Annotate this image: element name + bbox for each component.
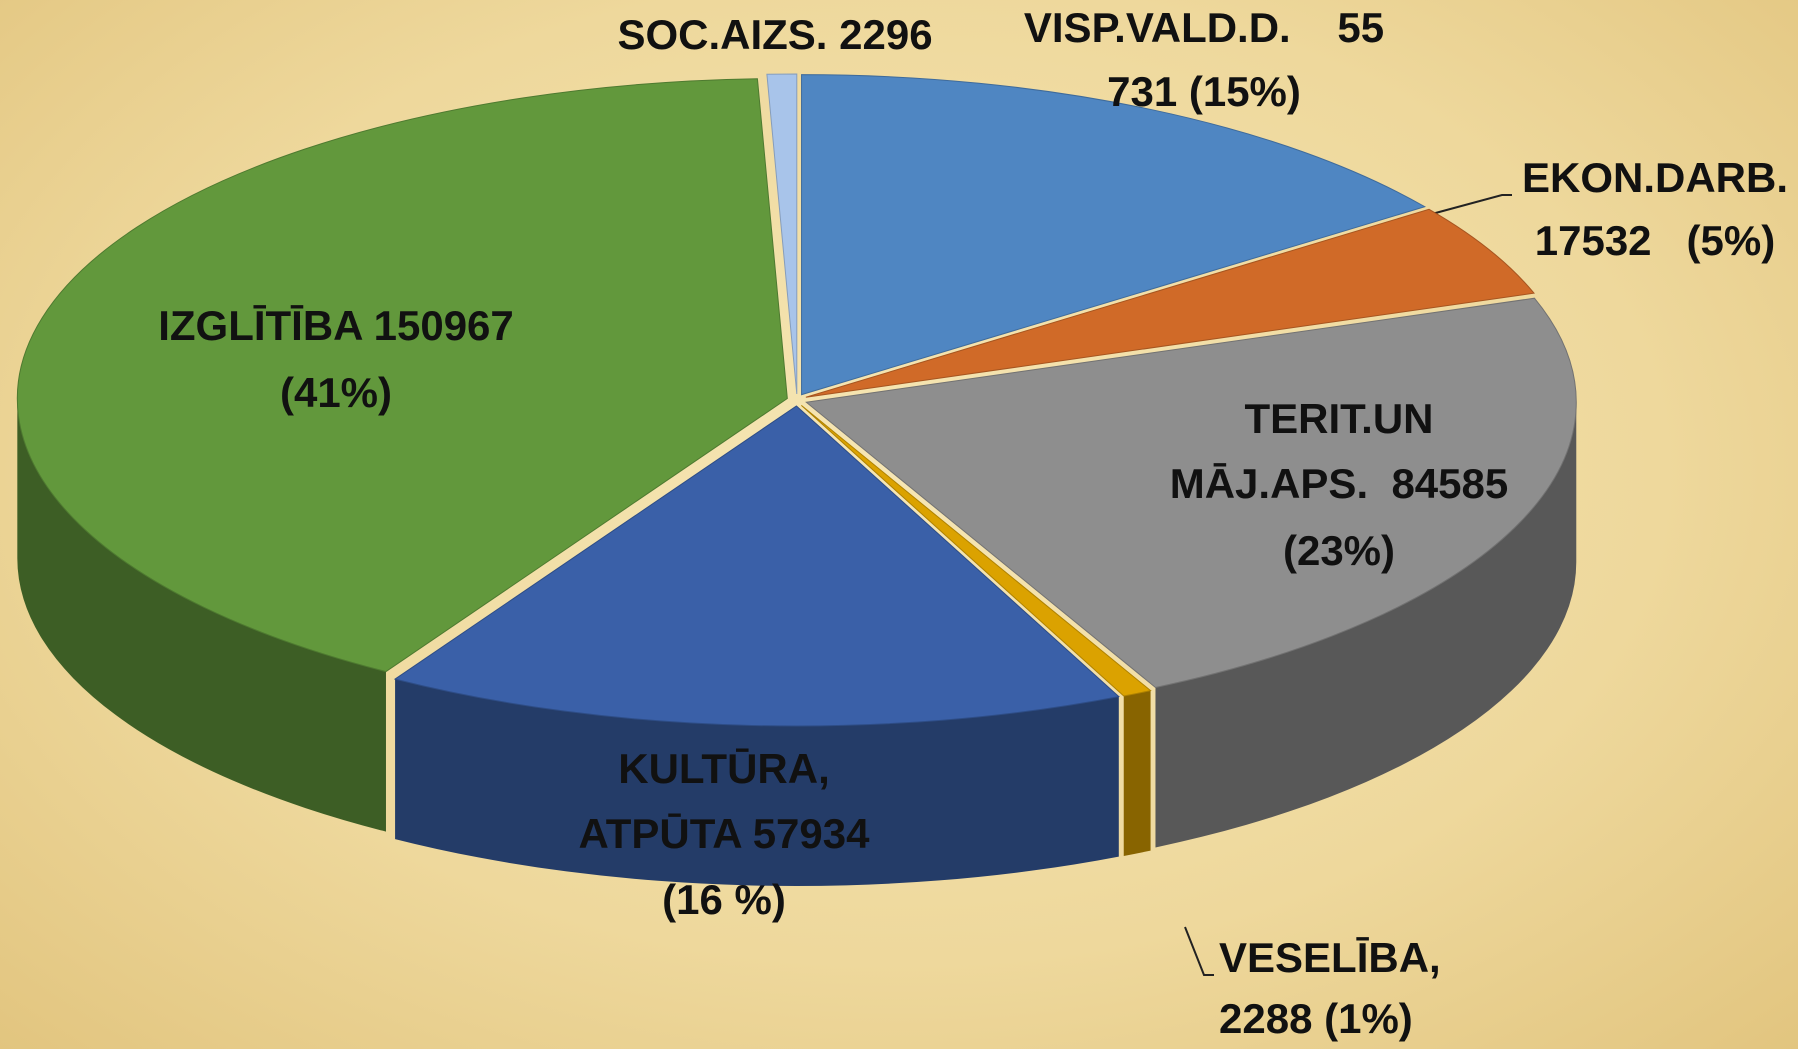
slice-side: [1123, 690, 1151, 857]
slice-label: 731 (15%): [1107, 68, 1301, 115]
slice: [16, 78, 788, 673]
slice: [393, 405, 1120, 727]
slice-side: [395, 679, 1119, 886]
slice-label: VISP.VALD.D. 55: [1024, 4, 1384, 51]
leader-line: [1184, 926, 1214, 976]
slice-label: KULTŪRA,: [618, 745, 830, 792]
slice-label: (16 %): [662, 876, 786, 923]
slice: [805, 208, 1535, 398]
slice-label: IZGLĪTĪBA 150967: [158, 302, 514, 349]
slice-label: SOC.AIZS. 2296: [617, 11, 932, 58]
slice-label: (23%): [1283, 527, 1395, 574]
slice-label: MĀJ.APS. 84585: [1170, 460, 1509, 507]
slice-label: 2288 (1%): [1219, 995, 1413, 1042]
slice-label: TERIT.UN: [1245, 395, 1434, 442]
slice-label: (41%): [280, 369, 392, 416]
slice-label: VESELĪBA,: [1219, 934, 1441, 981]
slice: [805, 297, 1577, 688]
slice-side: [17, 398, 386, 832]
slice-side: [1155, 402, 1577, 848]
slice: [801, 74, 1426, 396]
leader-line: [1416, 194, 1512, 219]
slice: [801, 405, 1152, 697]
slice-label: 17532 (5%): [1535, 217, 1775, 264]
slice-label: EKON.DARB.: [1522, 154, 1788, 201]
slice: [766, 73, 798, 395]
slice-label: ATPŪTA 57934: [579, 810, 871, 857]
